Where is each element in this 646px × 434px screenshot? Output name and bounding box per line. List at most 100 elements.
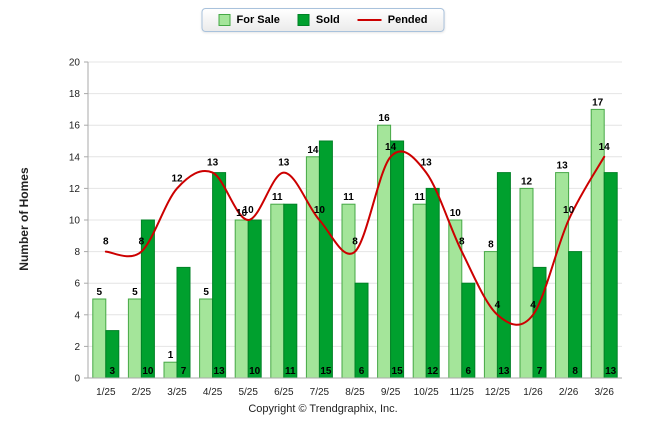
sold-bar — [496, 172, 511, 379]
y-tick-label: 6 — [74, 279, 80, 290]
pended-value-label: 13 — [207, 158, 219, 169]
x-tick-label: 3/25 — [167, 387, 187, 398]
sold-bar — [532, 266, 547, 379]
sold-bar — [425, 187, 440, 379]
sold-bar — [176, 266, 191, 379]
sold-value-label: 10 — [142, 366, 154, 377]
sold-bar — [390, 140, 405, 379]
x-tick-label: 2/26 — [559, 387, 579, 398]
for-sale-value-label: 1 — [168, 350, 174, 361]
y-tick-label: 12 — [69, 184, 81, 195]
sold-value-label: 11 — [285, 366, 296, 377]
sold-bar — [603, 172, 618, 379]
for-sale-value-label: 5 — [97, 287, 103, 298]
y-tick-label: 0 — [74, 374, 80, 385]
sold-bar — [354, 282, 369, 379]
y-tick-label: 4 — [74, 310, 80, 321]
for-sale-bar — [483, 251, 498, 379]
for-sale-bar — [305, 156, 320, 379]
pended-value-label: 14 — [599, 142, 611, 153]
legend: For Sale Sold Pended — [201, 8, 445, 32]
sold-value-label: 15 — [392, 366, 404, 377]
y-tick-label: 14 — [69, 152, 81, 163]
sold-bar — [318, 140, 333, 379]
sold-value-label: 3 — [110, 366, 116, 377]
pended-value-label: 8 — [139, 237, 145, 248]
y-tick-label: 10 — [69, 216, 81, 227]
pended-line — [104, 150, 606, 326]
y-tick-label: 16 — [69, 121, 81, 132]
for-sale-value-label: 5 — [132, 287, 138, 298]
sold-value-label: 13 — [498, 366, 510, 377]
x-tick-label: 8/25 — [345, 387, 365, 398]
pended-value-label: 8 — [352, 237, 358, 248]
sold-value-label: 6 — [466, 366, 472, 377]
pended-value-label: 13 — [421, 158, 433, 169]
sold-value-label: 6 — [359, 366, 365, 377]
sold-value-label: 15 — [320, 366, 332, 377]
legend-item-sold: Sold — [297, 14, 340, 26]
y-tick-label: 8 — [74, 247, 80, 258]
x-tick-label: 1/25 — [96, 387, 116, 398]
for-sale-bar — [127, 298, 142, 379]
pended-value-label: 10 — [563, 205, 575, 216]
pended-line-swatch — [357, 19, 382, 21]
for-sale-bar — [519, 187, 534, 379]
legend-label-sold: Sold — [315, 14, 340, 26]
for-sale-value-label: 8 — [488, 240, 494, 251]
for-sale-value-label: 12 — [521, 176, 533, 187]
x-tick-label: 6/25 — [274, 387, 294, 398]
for-sale-bar — [341, 203, 356, 379]
for-sale-bar — [92, 298, 107, 379]
x-tick-label: 4/25 — [203, 387, 223, 398]
legend-item-for-sale: For Sale — [218, 14, 280, 26]
pended-value-label: 4 — [495, 300, 501, 311]
for-sale-value-label: 17 — [592, 97, 604, 108]
sold-value-label: 10 — [249, 366, 261, 377]
sold-value-label: 13 — [214, 366, 226, 377]
legend-item-pended: Pended — [357, 14, 428, 26]
sold-value-label: 7 — [537, 366, 543, 377]
x-tick-label: 1/26 — [523, 387, 543, 398]
for-sale-swatch — [218, 14, 231, 26]
for-sale-value-label: 11 — [272, 192, 283, 203]
sold-bar — [212, 172, 227, 379]
y-tick-label: 18 — [69, 89, 81, 100]
sold-value-label: 8 — [572, 366, 578, 377]
for-sale-value-label: 13 — [557, 161, 569, 172]
for-sale-value-label: 10 — [236, 208, 248, 219]
sold-value-label: 12 — [427, 366, 439, 377]
copyright-text: Copyright © Trendgraphix, Inc. — [248, 403, 398, 415]
for-sale-bar — [412, 203, 427, 379]
y-tick-label: 20 — [69, 58, 81, 69]
x-tick-label: 9/25 — [381, 387, 401, 398]
pended-value-label: 8 — [103, 237, 109, 248]
sold-bar — [247, 219, 262, 379]
pended-value-label: 13 — [278, 158, 290, 169]
sold-swatch — [297, 14, 310, 26]
pended-value-label: 10 — [243, 205, 255, 216]
pended-value-label: 4 — [530, 300, 536, 311]
x-tick-label: 2/25 — [132, 387, 152, 398]
pended-value-label: 10 — [314, 205, 326, 216]
sold-bar — [568, 251, 583, 379]
for-sale-bar — [377, 124, 392, 379]
for-sale-bar — [270, 203, 285, 379]
for-sale-value-label: 11 — [414, 192, 425, 203]
x-tick-label: 12/25 — [485, 387, 510, 398]
sold-value-label: 13 — [605, 366, 617, 377]
for-sale-value-label: 14 — [307, 145, 319, 156]
x-tick-label: 10/25 — [414, 387, 439, 398]
sold-bar — [283, 203, 298, 379]
y-tick-label: 2 — [74, 342, 80, 353]
for-sale-value-label: 16 — [379, 113, 391, 124]
pended-value-label: 14 — [385, 142, 397, 153]
legend-label-pended: Pended — [387, 14, 428, 26]
y-axis-title: Number of Homes — [17, 167, 31, 271]
for-sale-bar — [555, 172, 570, 379]
for-sale-bar — [199, 298, 214, 379]
for-sale-value-label: 5 — [203, 287, 209, 298]
x-tick-label: 3/26 — [594, 387, 614, 398]
x-tick-label: 11/25 — [450, 387, 475, 398]
